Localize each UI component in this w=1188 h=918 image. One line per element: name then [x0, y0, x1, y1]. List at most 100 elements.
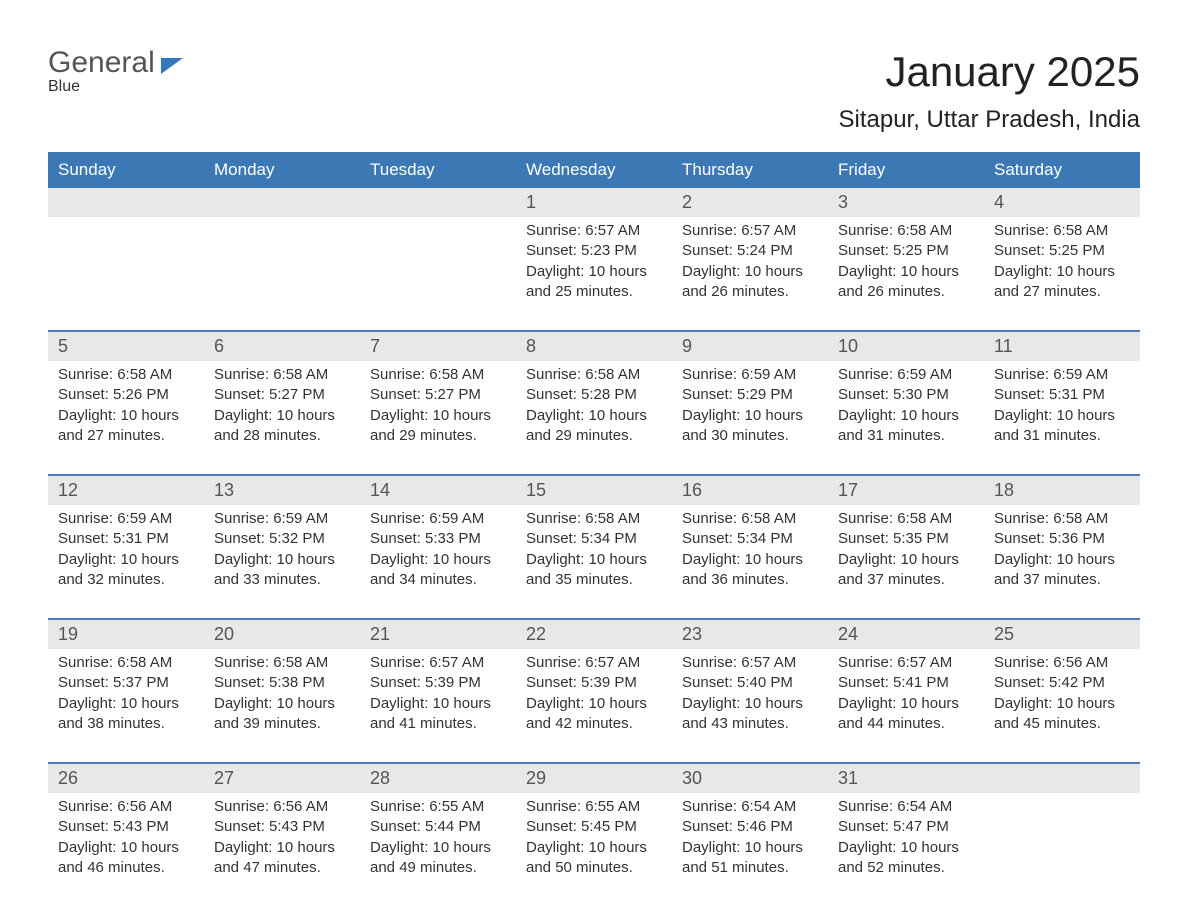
- day-number-cell: [360, 188, 516, 217]
- day-number-cell: 11: [984, 332, 1140, 361]
- day-content-cell: Sunrise: 6:56 AMSunset: 5:42 PMDaylight:…: [984, 649, 1140, 762]
- day-daylight2-text: and 38 minutes.: [58, 714, 194, 734]
- day-daylight2-text: and 29 minutes.: [370, 426, 506, 446]
- day-number-cell: 12: [48, 476, 204, 505]
- title-block: January 2025 Sitapur, Uttar Pradesh, Ind…: [839, 48, 1141, 134]
- day-sunset-text: Sunset: 5:35 PM: [838, 529, 974, 549]
- day-number-cell: 27: [204, 764, 360, 793]
- weekday-header-cell: Wednesday: [516, 152, 672, 188]
- day-daylight2-text: and 36 minutes.: [682, 570, 818, 590]
- day-number-cell: [48, 188, 204, 217]
- day-daylight1-text: Daylight: 10 hours: [58, 550, 194, 570]
- day-daylight1-text: Daylight: 10 hours: [838, 550, 974, 570]
- day-sunset-text: Sunset: 5:45 PM: [526, 817, 662, 837]
- day-daylight1-text: Daylight: 10 hours: [370, 838, 506, 858]
- day-sunset-text: Sunset: 5:34 PM: [682, 529, 818, 549]
- day-sunset-text: Sunset: 5:23 PM: [526, 241, 662, 261]
- day-sunrise-text: Sunrise: 6:59 AM: [214, 509, 350, 529]
- day-number-cell: 31: [828, 764, 984, 793]
- day-daylight1-text: Daylight: 10 hours: [994, 694, 1130, 714]
- day-daylight2-text: and 28 minutes.: [214, 426, 350, 446]
- day-daylight1-text: Daylight: 10 hours: [526, 838, 662, 858]
- day-number-cell: 20: [204, 620, 360, 649]
- day-sunrise-text: Sunrise: 6:55 AM: [370, 797, 506, 817]
- day-daylight2-text: and 37 minutes.: [994, 570, 1130, 590]
- day-sunrise-text: Sunrise: 6:55 AM: [526, 797, 662, 817]
- brand-logo: General Blue: [48, 48, 183, 96]
- day-number-cell: 25: [984, 620, 1140, 649]
- day-content-cell: Sunrise: 6:58 AMSunset: 5:28 PMDaylight:…: [516, 361, 672, 474]
- day-sunrise-text: Sunrise: 6:59 AM: [58, 509, 194, 529]
- day-number-cell: [984, 764, 1140, 793]
- day-number-row: 19202122232425: [48, 620, 1140, 649]
- day-daylight1-text: Daylight: 10 hours: [526, 406, 662, 426]
- day-sunrise-text: Sunrise: 6:57 AM: [682, 653, 818, 673]
- day-number-cell: 24: [828, 620, 984, 649]
- day-sunset-text: Sunset: 5:30 PM: [838, 385, 974, 405]
- header-row: General Blue January 2025 Sitapur, Uttar…: [48, 48, 1140, 134]
- day-content-row: Sunrise: 6:58 AMSunset: 5:26 PMDaylight:…: [48, 361, 1140, 474]
- day-daylight2-text: and 50 minutes.: [526, 858, 662, 878]
- day-sunrise-text: Sunrise: 6:58 AM: [838, 221, 974, 241]
- day-number-cell: 10: [828, 332, 984, 361]
- day-number-cell: 6: [204, 332, 360, 361]
- day-content-cell: Sunrise: 6:58 AMSunset: 5:27 PMDaylight:…: [360, 361, 516, 474]
- logo-word-general: General: [48, 48, 155, 78]
- day-daylight1-text: Daylight: 10 hours: [682, 838, 818, 858]
- weekday-header-cell: Tuesday: [360, 152, 516, 188]
- day-sunset-text: Sunset: 5:33 PM: [370, 529, 506, 549]
- day-number-cell: 28: [360, 764, 516, 793]
- day-sunset-text: Sunset: 5:47 PM: [838, 817, 974, 837]
- day-content-cell: Sunrise: 6:57 AMSunset: 5:41 PMDaylight:…: [828, 649, 984, 762]
- day-sunset-text: Sunset: 5:26 PM: [58, 385, 194, 405]
- day-daylight1-text: Daylight: 10 hours: [682, 262, 818, 282]
- day-sunset-text: Sunset: 5:43 PM: [58, 817, 194, 837]
- day-daylight2-text: and 51 minutes.: [682, 858, 818, 878]
- day-daylight2-text: and 33 minutes.: [214, 570, 350, 590]
- weekday-header-row: SundayMondayTuesdayWednesdayThursdayFrid…: [48, 152, 1140, 188]
- day-sunset-text: Sunset: 5:46 PM: [682, 817, 818, 837]
- day-sunrise-text: Sunrise: 6:58 AM: [214, 653, 350, 673]
- day-daylight2-text: and 34 minutes.: [370, 570, 506, 590]
- day-content-cell: Sunrise: 6:59 AMSunset: 5:33 PMDaylight:…: [360, 505, 516, 618]
- day-number-row: 1234: [48, 188, 1140, 217]
- day-sunrise-text: Sunrise: 6:54 AM: [682, 797, 818, 817]
- day-content-cell: [48, 217, 204, 330]
- day-content-cell: Sunrise: 6:56 AMSunset: 5:43 PMDaylight:…: [48, 793, 204, 906]
- day-daylight2-text: and 30 minutes.: [682, 426, 818, 446]
- day-number-cell: 4: [984, 188, 1140, 217]
- day-sunrise-text: Sunrise: 6:58 AM: [994, 509, 1130, 529]
- day-sunrise-text: Sunrise: 6:59 AM: [994, 365, 1130, 385]
- day-daylight2-text: and 26 minutes.: [838, 282, 974, 302]
- day-daylight1-text: Daylight: 10 hours: [682, 550, 818, 570]
- day-sunrise-text: Sunrise: 6:59 AM: [370, 509, 506, 529]
- day-number-row: 262728293031: [48, 764, 1140, 793]
- day-daylight1-text: Daylight: 10 hours: [838, 694, 974, 714]
- day-content-cell: Sunrise: 6:58 AMSunset: 5:26 PMDaylight:…: [48, 361, 204, 474]
- day-daylight2-text: and 31 minutes.: [994, 426, 1130, 446]
- day-number-cell: 13: [204, 476, 360, 505]
- day-content-cell: Sunrise: 6:58 AMSunset: 5:27 PMDaylight:…: [204, 361, 360, 474]
- day-content-cell: Sunrise: 6:59 AMSunset: 5:30 PMDaylight:…: [828, 361, 984, 474]
- day-content-row: Sunrise: 6:57 AMSunset: 5:23 PMDaylight:…: [48, 217, 1140, 330]
- day-number-cell: 22: [516, 620, 672, 649]
- day-daylight1-text: Daylight: 10 hours: [58, 838, 194, 858]
- day-sunset-text: Sunset: 5:40 PM: [682, 673, 818, 693]
- day-number-cell: 26: [48, 764, 204, 793]
- day-number-cell: 23: [672, 620, 828, 649]
- weekday-header-cell: Sunday: [48, 152, 204, 188]
- day-daylight2-text: and 27 minutes.: [58, 426, 194, 446]
- day-number-cell: [204, 188, 360, 217]
- day-number-cell: 3: [828, 188, 984, 217]
- day-sunset-text: Sunset: 5:27 PM: [370, 385, 506, 405]
- day-content-cell: Sunrise: 6:59 AMSunset: 5:29 PMDaylight:…: [672, 361, 828, 474]
- day-daylight2-text: and 52 minutes.: [838, 858, 974, 878]
- day-number-cell: 30: [672, 764, 828, 793]
- day-daylight2-text: and 45 minutes.: [994, 714, 1130, 734]
- day-sunset-text: Sunset: 5:34 PM: [526, 529, 662, 549]
- day-daylight1-text: Daylight: 10 hours: [682, 406, 818, 426]
- day-content-cell: Sunrise: 6:58 AMSunset: 5:36 PMDaylight:…: [984, 505, 1140, 618]
- day-number-cell: 15: [516, 476, 672, 505]
- day-daylight1-text: Daylight: 10 hours: [994, 262, 1130, 282]
- day-daylight1-text: Daylight: 10 hours: [838, 838, 974, 858]
